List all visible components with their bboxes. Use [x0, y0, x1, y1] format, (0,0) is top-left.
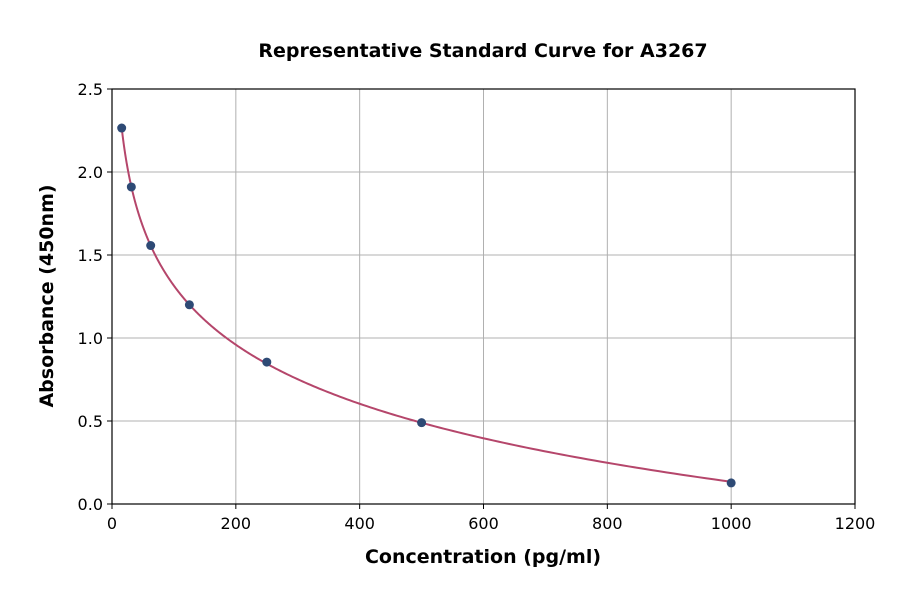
data-point — [262, 357, 272, 367]
fit-curve — [120, 127, 732, 483]
x-tick-label: 600 — [468, 514, 499, 533]
y-tick-label: 1.5 — [78, 246, 103, 265]
x-tick-label: 400 — [344, 514, 375, 533]
chart-title: Representative Standard Curve for A3267 — [258, 40, 707, 62]
y-tick-label: 1.0 — [78, 329, 103, 348]
data-point — [117, 123, 127, 133]
grid — [111, 88, 856, 505]
data-points — [117, 123, 736, 488]
y-tick-label: 2.0 — [78, 163, 103, 182]
data-point — [126, 182, 136, 192]
x-axis-label: Concentration (pg/ml) — [365, 546, 601, 568]
data-point — [417, 418, 427, 428]
x-tick-label: 0 — [107, 514, 117, 533]
ticks: 0 200 400 600 800 1000 1200 0.0 0.5 1.0 1.5 2.0 2.5 — [78, 80, 876, 533]
y-tick-label: 0.0 — [78, 495, 103, 514]
data-point — [726, 478, 736, 488]
data-point — [184, 300, 194, 310]
data-point — [146, 241, 156, 251]
x-tick-label: 800 — [592, 514, 623, 533]
x-tick-label: 1000 — [711, 514, 752, 533]
y-tick-label: 0.5 — [78, 412, 103, 431]
y-axis-label: Absorbance (450nm) — [36, 184, 58, 407]
x-tick-label: 1200 — [835, 514, 876, 533]
x-tick-label: 200 — [221, 514, 252, 533]
y-tick-label: 2.5 — [78, 80, 103, 99]
plot-frame — [111, 88, 856, 505]
